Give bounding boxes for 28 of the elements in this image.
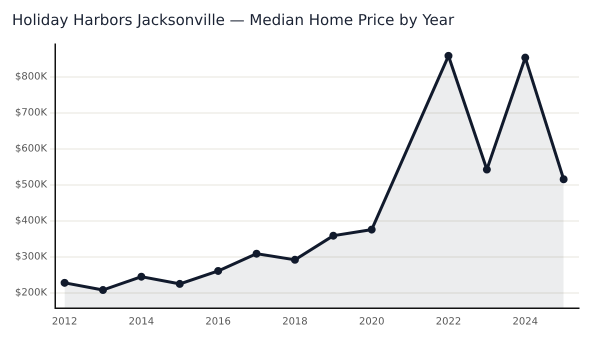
x-tick-label: 2016 <box>205 316 231 328</box>
x-tick-label: 2020 <box>358 316 384 328</box>
point <box>482 166 491 174</box>
y-tick-label: $700K <box>14 108 48 119</box>
y-tick-label: $600K <box>14 144 48 155</box>
y-tick-label: $500K <box>14 180 48 191</box>
y-tick-label: $300K <box>14 252 48 263</box>
chart-title: Holiday Harbors Jacksonville — Median Home Price by Year <box>12 10 455 29</box>
point <box>329 232 338 240</box>
x-tick-label: 2022 <box>436 316 462 328</box>
point <box>98 286 107 294</box>
point <box>560 175 568 184</box>
point <box>252 250 261 258</box>
y-tick-label: $200K <box>14 287 48 298</box>
point <box>60 278 69 287</box>
point <box>521 54 530 62</box>
point <box>290 256 299 264</box>
point <box>176 280 184 288</box>
x-tick-label: 2014 <box>128 316 154 328</box>
x-tick-label: 2018 <box>282 316 308 328</box>
x-tick-label: 2012 <box>52 316 78 328</box>
point <box>444 52 452 60</box>
point <box>214 266 222 275</box>
x-tick-label: 2024 <box>512 316 538 328</box>
point <box>137 272 146 281</box>
point <box>368 226 376 234</box>
y-tick-label: $800K <box>14 72 48 83</box>
y-tick-label: $400K <box>14 216 48 227</box>
